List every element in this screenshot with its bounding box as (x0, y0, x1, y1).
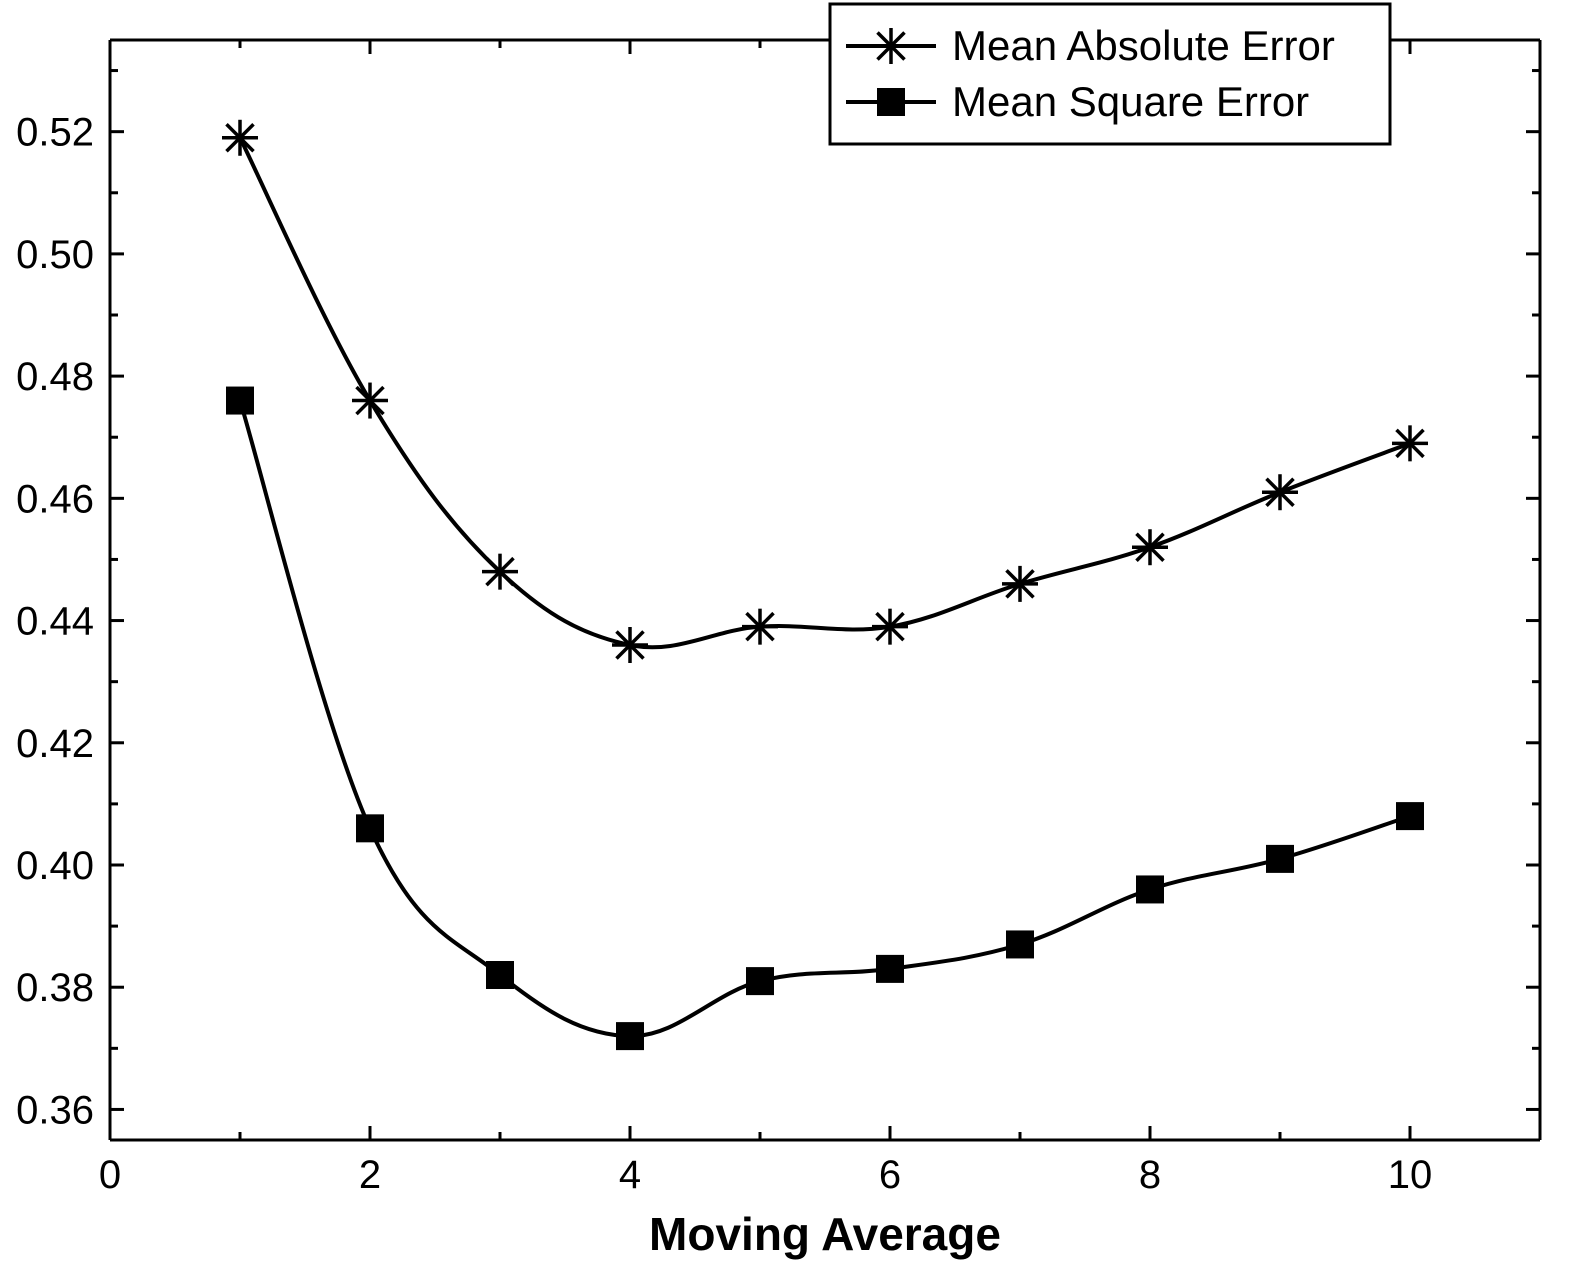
y-tick-label: 0.48 (16, 355, 94, 399)
y-tick-label: 0.42 (16, 722, 94, 766)
x-tick-label: 10 (1388, 1153, 1433, 1197)
x-tick-label: 4 (619, 1153, 641, 1197)
legend-label: Mean Square Error (952, 78, 1309, 125)
line-chart: 0 2 4 6 8 10 0.36 0.38 0.40 0.42 0.44 0.46 0.48 0.50 0… (0, 0, 1576, 1282)
x-tick-label: 0 (99, 1153, 121, 1197)
chart-container: 0 2 4 6 8 10 0.36 0.38 0.40 0.42 0.44 0.46 0.48 0.50 0… (0, 0, 1576, 1282)
series-line (240, 138, 1410, 648)
x-axis-title: Moving Average (649, 1208, 1001, 1260)
y-tick-label: 0.44 (16, 600, 94, 644)
y-tick-label: 0.38 (16, 966, 94, 1010)
y-tick-label: 0.52 (16, 111, 94, 155)
y-tick-label: 0.40 (16, 844, 94, 888)
y-tick-label: 0.50 (16, 233, 94, 277)
y-tick-label: 0.36 (16, 1088, 94, 1132)
legend-label: Mean Absolute Error (952, 22, 1335, 69)
x-tick-label: 6 (879, 1153, 901, 1197)
x-tick-label: 8 (1139, 1153, 1161, 1197)
series-line (240, 401, 1410, 1037)
y-tick-label: 0.46 (16, 477, 94, 521)
x-tick-label: 2 (359, 1153, 381, 1197)
